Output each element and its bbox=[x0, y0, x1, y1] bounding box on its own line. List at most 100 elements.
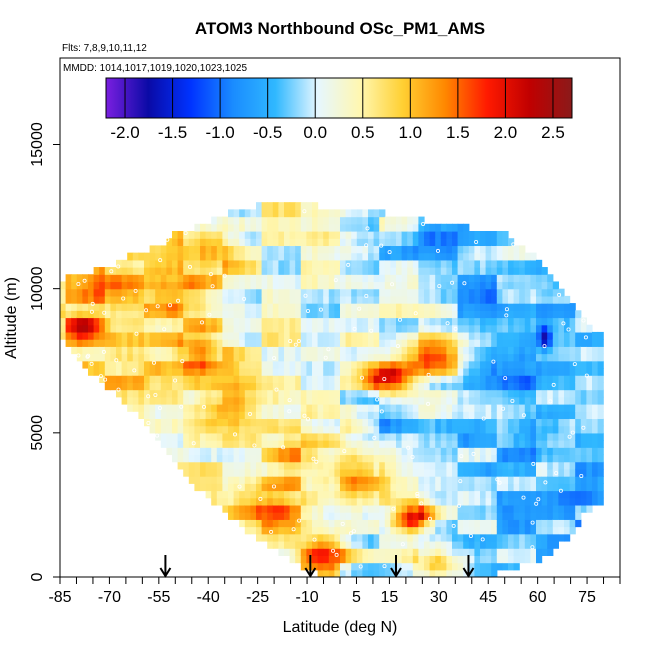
heatmap-cell bbox=[552, 512, 559, 520]
sample-point bbox=[382, 376, 387, 381]
heatmap-cell bbox=[412, 281, 419, 290]
heatmap-cell bbox=[289, 382, 296, 391]
heatmap-cell bbox=[132, 331, 139, 340]
heatmap-cell bbox=[580, 418, 587, 427]
heatmap-cell bbox=[233, 288, 240, 297]
heatmap-cell bbox=[558, 404, 565, 412]
sample-point bbox=[474, 239, 479, 244]
heatmap-cell bbox=[524, 274, 531, 283]
heatmap-cell bbox=[116, 274, 123, 283]
heatmap-cell bbox=[272, 504, 279, 513]
heatmap-cell bbox=[592, 382, 599, 391]
heatmap-cell bbox=[312, 238, 319, 247]
heatmap-cell bbox=[289, 461, 296, 470]
heatmap-cell bbox=[334, 411, 341, 420]
heatmap-cell bbox=[228, 288, 235, 297]
heatmap-cell bbox=[272, 231, 279, 239]
heatmap-cell bbox=[541, 346, 548, 355]
heatmap-cell bbox=[345, 512, 352, 520]
heatmap-cell bbox=[244, 404, 251, 412]
heatmap-cell bbox=[93, 303, 100, 311]
heatmap-cell bbox=[356, 252, 363, 261]
heatmap-cell bbox=[474, 324, 481, 333]
heatmap-cell bbox=[452, 562, 459, 571]
heatmap-cell bbox=[127, 288, 134, 297]
heatmap-cell bbox=[468, 324, 475, 333]
heatmap-cell bbox=[340, 353, 347, 362]
heatmap-cell bbox=[200, 303, 207, 311]
heatmap-cell bbox=[356, 540, 363, 549]
heatmap-cell bbox=[452, 238, 459, 247]
heatmap-cell bbox=[435, 375, 442, 383]
heatmap-cell bbox=[188, 310, 195, 319]
heatmap-cell bbox=[334, 367, 341, 376]
heatmap-cell bbox=[368, 396, 375, 405]
heatmap-cell bbox=[345, 252, 352, 261]
heatmap-cell bbox=[457, 519, 464, 528]
heatmap-cell bbox=[446, 497, 453, 506]
heatmap-cell bbox=[306, 526, 313, 535]
heatmap-cell bbox=[272, 461, 279, 470]
heatmap-cell bbox=[541, 353, 548, 362]
heatmap-cell bbox=[334, 339, 341, 347]
heatmap-cell bbox=[166, 267, 173, 275]
heatmap-cell bbox=[564, 418, 571, 427]
heatmap-cell bbox=[205, 331, 212, 340]
heatmap-cell bbox=[513, 425, 520, 434]
heatmap-cell bbox=[390, 295, 397, 304]
heatmap-cell bbox=[390, 360, 397, 369]
heatmap-cell bbox=[351, 252, 358, 261]
heatmap-cell bbox=[110, 331, 117, 340]
heatmap-cell bbox=[65, 339, 72, 347]
heatmap-cell bbox=[440, 432, 447, 441]
heatmap-cell bbox=[575, 411, 582, 420]
heatmap-cell bbox=[373, 324, 380, 333]
heatmap-cell bbox=[552, 519, 559, 528]
heatmap-cell bbox=[474, 389, 481, 398]
heatmap-cell bbox=[552, 411, 559, 420]
heatmap-cell bbox=[401, 295, 408, 304]
heatmap-cell bbox=[334, 252, 341, 261]
heatmap-cell bbox=[289, 425, 296, 434]
heatmap-cell bbox=[412, 519, 419, 528]
heatmap-cell bbox=[267, 346, 274, 355]
heatmap-cell bbox=[300, 526, 307, 535]
heatmap-cell bbox=[463, 440, 470, 448]
heatmap-cell bbox=[564, 526, 571, 535]
heatmap-cell bbox=[435, 303, 442, 311]
heatmap-cell bbox=[127, 303, 134, 311]
heatmap-cell bbox=[541, 411, 548, 420]
heatmap-cell bbox=[368, 548, 375, 556]
heatmap-cell bbox=[362, 259, 369, 268]
heatmap-cell bbox=[256, 483, 263, 492]
heatmap-cell bbox=[407, 317, 414, 326]
heatmap-cell bbox=[379, 411, 386, 420]
heatmap-cell bbox=[272, 440, 279, 448]
heatmap-cell bbox=[474, 548, 481, 556]
colorbar: -2.0 -1.5 -1.0 -0.5 0.0 0.5 1.0 1.5 2.0 2.5 bbox=[105, 77, 573, 142]
heatmap-cell bbox=[351, 303, 358, 311]
heatmap-cell bbox=[188, 346, 195, 355]
heatmap-cell bbox=[132, 346, 139, 355]
heatmap-cell bbox=[474, 310, 481, 319]
heatmap-cell bbox=[468, 281, 475, 290]
heatmap-cell bbox=[496, 468, 503, 477]
heatmap-cell bbox=[485, 310, 492, 319]
heatmap-cell bbox=[233, 447, 240, 456]
heatmap-cell bbox=[183, 432, 190, 441]
heatmap-cell bbox=[328, 432, 335, 441]
heatmap-cell bbox=[519, 468, 526, 477]
heatmap-cell bbox=[412, 497, 419, 506]
heatmap-cell bbox=[306, 288, 313, 297]
profile-marker-arrow bbox=[390, 555, 402, 578]
heatmap-cell bbox=[216, 245, 223, 254]
heatmap-cell bbox=[569, 526, 576, 535]
heatmap-cell bbox=[172, 259, 179, 268]
heatmap-cell bbox=[323, 223, 330, 232]
heatmap-cell bbox=[373, 440, 380, 448]
heatmap-cell bbox=[558, 411, 565, 420]
heatmap-cell bbox=[267, 447, 274, 456]
heatmap-cell bbox=[177, 411, 184, 420]
heatmap-cell bbox=[244, 331, 251, 340]
sample-point bbox=[435, 248, 440, 253]
